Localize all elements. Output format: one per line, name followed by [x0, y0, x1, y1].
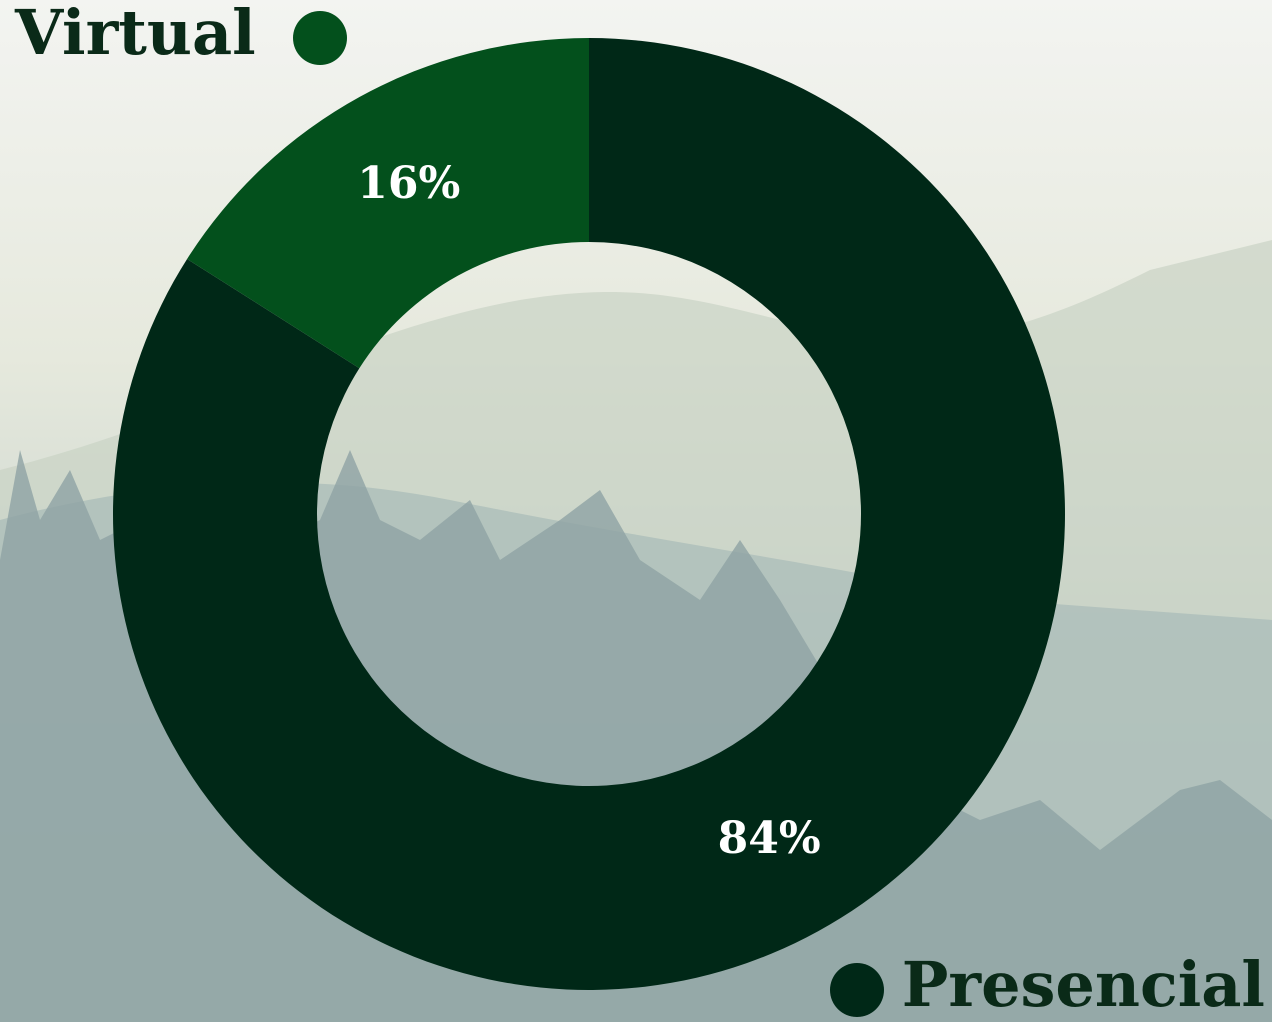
- legend-swatch: [830, 963, 884, 1017]
- legend-label: Presencial: [902, 948, 1265, 1021]
- slice: [187, 38, 589, 369]
- slice: [112, 38, 1065, 990]
- value-label: 16%: [357, 158, 460, 209]
- value-label: 84%: [718, 813, 821, 864]
- legend-swatch: [293, 11, 347, 65]
- legend-label: Virtual: [14, 0, 256, 69]
